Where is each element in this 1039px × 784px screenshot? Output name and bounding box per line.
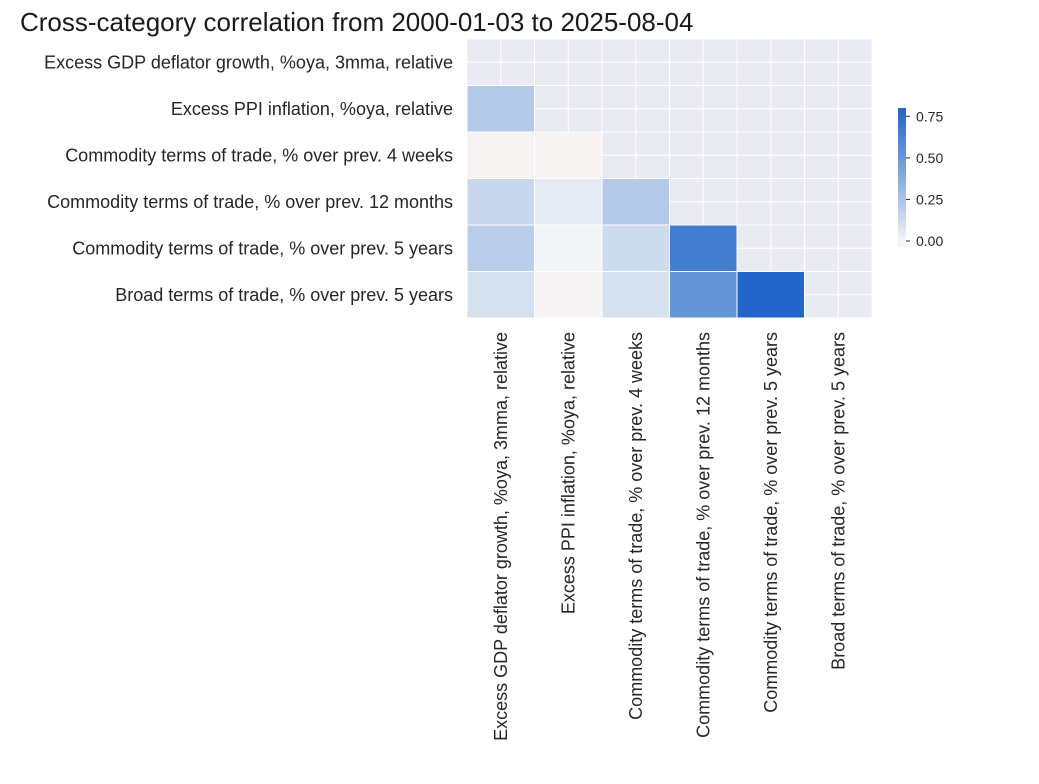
y-tick-label: Commodity terms of trade, % over prev. 1… [47,192,453,212]
heatmap-cell [466,224,535,272]
colorbar-segment [898,147,906,150]
colorbar-segment [898,183,906,187]
colorbar-segment [898,128,906,132]
colorbar-segment [898,172,906,176]
y-tick-label: Excess PPI inflation, %oya, relative [171,99,453,119]
y-tick-label: Broad terms of trade, % over prev. 5 yea… [115,285,453,305]
colorbar-segment [898,154,906,157]
colorbar-segment [898,193,906,196]
colorbar-segment [898,179,906,183]
colorbar-segment [898,135,906,139]
colorbar-segment [898,165,906,169]
y-tick-labels: Excess GDP deflator growth, %oya, 3mma, … [44,52,453,305]
colorbar-segment [898,174,906,178]
heatmap-cell [466,271,535,319]
colorbar-tick-label: 0.75 [916,108,943,124]
colorbar-segment [898,163,906,167]
colorbar-segment [898,241,906,245]
colorbar-segment [898,243,906,247]
colorbar-segment [898,232,906,236]
colorbar-segment [898,204,906,208]
colorbar-segment [898,170,906,173]
heatmap-cell [534,271,603,319]
colorbar-segment [898,126,906,130]
heatmap-cell [601,271,670,319]
colorbar-segment [898,140,906,144]
colorbar-segment [898,223,906,226]
heatmap-cell [466,131,535,179]
x-tick-labels: Excess GDP deflator growth, %oya, 3mma, … [491,332,849,741]
colorbar-segment [898,200,906,203]
colorbar-segment [898,236,906,240]
colorbar-segment [898,137,906,141]
heatmap-cell [669,224,738,272]
heatmap-cell [534,178,603,226]
colorbar-segment [898,188,906,192]
colorbar-segment [898,234,906,238]
x-tick-label: Excess GDP deflator growth, %oya, 3mma, … [491,332,511,741]
colorbar-segment [898,114,906,118]
heatmap-cell [669,271,738,319]
colorbar-segment [898,151,906,155]
heatmap-cell [601,224,670,272]
colorbar-segment [898,181,906,185]
colorbar-segment [898,218,906,222]
x-tick-label: Commodity terms of trade, % over prev. 4… [626,332,646,720]
colorbar-segment [898,156,906,160]
y-tick-label: Commodity terms of trade, % over prev. 5… [72,238,453,258]
colorbar-segment [898,177,906,180]
colorbar-segment [898,211,906,215]
heatmap-cell [601,178,670,226]
colorbar-segment [898,117,906,121]
colorbar-segment [898,124,906,127]
x-tick-label: Broad terms of trade, % over prev. 5 yea… [828,332,848,670]
colorbar-segment [898,190,906,194]
colorbar-segment [898,206,906,210]
colorbar-tick-label: 0.50 [916,150,943,166]
y-tick-label: Commodity terms of trade, % over prev. 4… [65,145,453,165]
heatmap-cell [534,224,603,272]
colorbar-segment [898,144,906,148]
colorbar-segment [898,149,906,153]
x-tick-label: Commodity terms of trade, % over prev. 1… [693,332,713,738]
colorbar-segment [898,121,906,125]
colorbar-segment [898,197,906,201]
x-tick-label: Excess PPI inflation, %oya, relative [558,332,578,614]
heatmap-cell [466,178,535,226]
chart-title: Cross-category correlation from 2000-01-… [20,7,693,37]
colorbar-tick-label: 0.00 [916,233,943,249]
colorbar-segment [898,133,906,137]
colorbar-segment [898,110,906,114]
colorbar-segment [898,216,906,219]
colorbar-segment [898,213,906,217]
heatmap-cell [466,85,535,133]
colorbar-segment [898,227,906,231]
x-tick-label: Commodity terms of trade, % over prev. 5… [761,332,781,713]
colorbar-segment [898,119,906,123]
heatmap-cell [736,271,805,319]
heatmap-cell [534,131,603,179]
colorbar-segment [898,186,906,190]
colorbar-segment [898,167,906,171]
colorbar-segment [898,112,906,116]
colorbar-segment [898,160,906,164]
colorbar-segment [898,239,906,242]
heatmap-cells [466,38,873,319]
y-tick-label: Excess GDP deflator growth, %oya, 3mma, … [44,52,453,72]
colorbar: 0.00 0.25 0.50 0.75 [898,108,943,249]
colorbar-segment [898,209,906,213]
colorbar-segment [898,158,906,162]
colorbar-segment [898,229,906,233]
colorbar-segment [898,108,906,111]
colorbar-segment [898,195,906,199]
colorbar-tick-label: 0.25 [916,191,943,207]
colorbar-segment [898,131,906,134]
colorbar-segment [898,142,906,146]
colorbar-segment [898,202,906,206]
colorbar-segment [898,225,906,229]
colorbar-segment [898,220,906,224]
